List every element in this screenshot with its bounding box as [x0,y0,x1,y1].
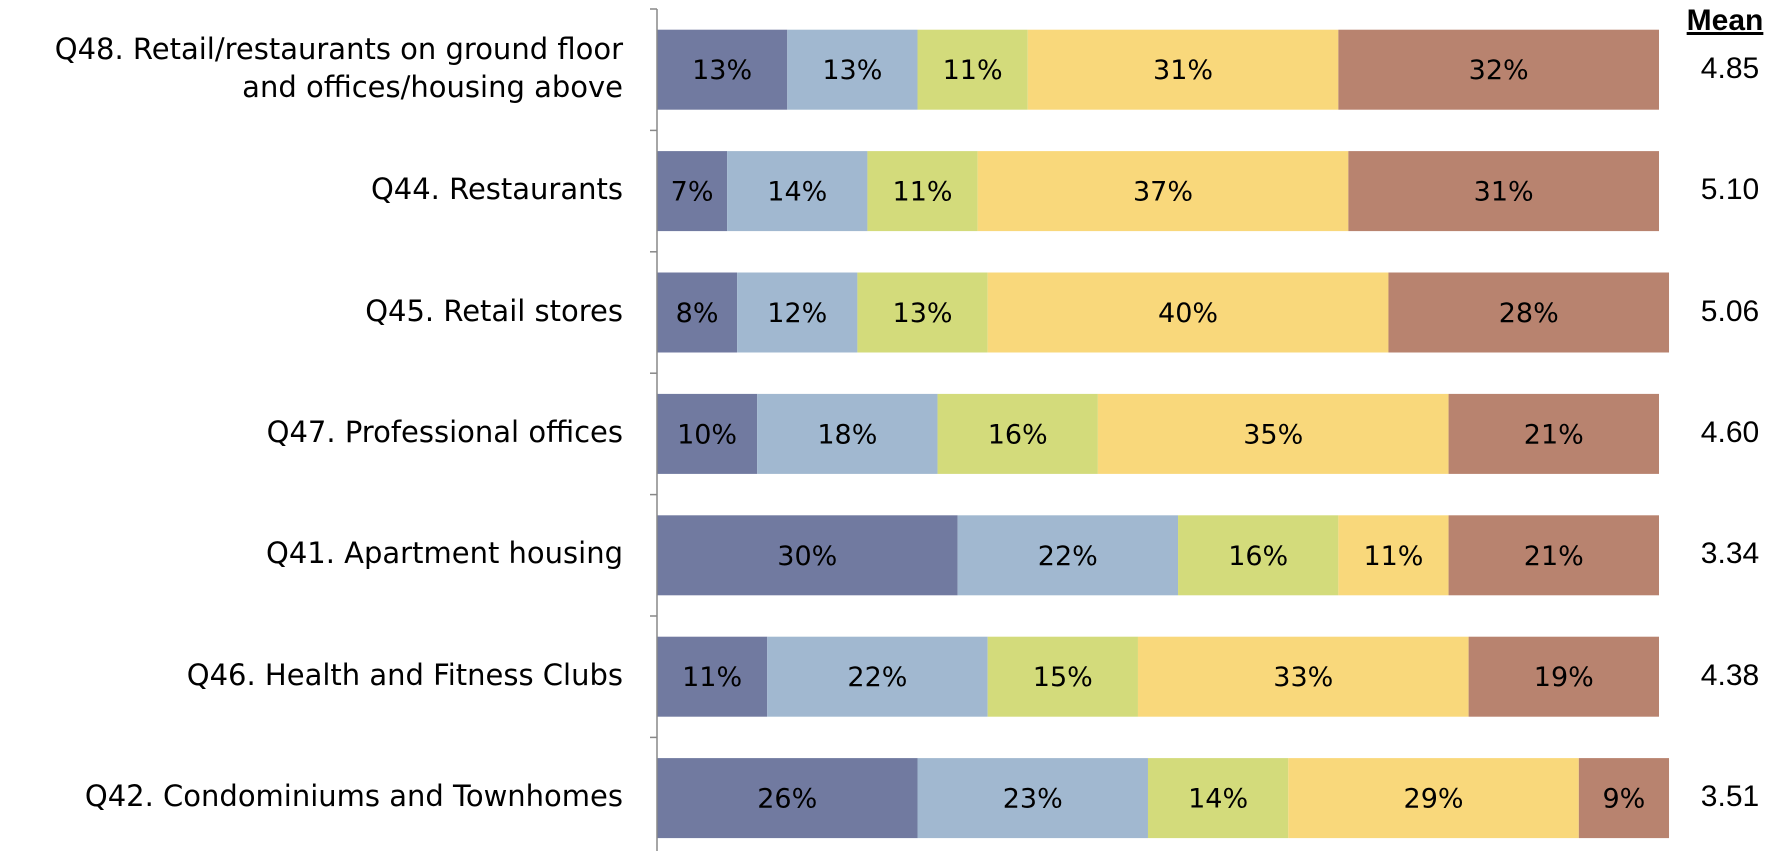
bar-segment [957,515,1179,596]
bar-segment [1178,515,1339,596]
data-label: 22% [847,662,907,693]
data-label: 26% [757,784,817,815]
bar-segment [917,29,1028,110]
data-label: 37% [1133,177,1193,208]
mean-title: Mean [1686,4,1764,37]
bar-segment [1388,272,1670,353]
bar-segment [1338,29,1659,110]
bar-segment [657,151,728,232]
bar-segment [1448,393,1659,474]
data-label: 13% [893,298,953,329]
data-label: 35% [1243,419,1303,450]
category-label: Q42. Condominiums and Townhomes [84,779,623,814]
data-label: 11% [893,177,953,208]
category-label: Q45. Retail stores [365,293,623,328]
bar-segment [1137,636,1469,717]
category-label: Q47. Professional offices [266,414,623,449]
data-label: 14% [767,177,827,208]
data-label: 40% [1158,298,1218,329]
data-label: 22% [1038,541,1098,572]
bar-segment [857,272,988,353]
data-label: 9% [1603,784,1646,815]
data-label: 14% [1188,784,1248,815]
bar-segment [657,636,768,717]
bar-segment [657,29,788,110]
bar-segment [787,29,918,110]
bar-segment [1147,758,1289,839]
mean-value: 5.10 [1700,173,1760,207]
data-label: 11% [1363,541,1423,572]
data-label: 32% [1469,55,1529,86]
data-label: 33% [1273,662,1333,693]
data-label: 21% [1524,541,1584,572]
data-label: 13% [822,55,882,86]
bar-segment [767,636,988,717]
data-label: 16% [1228,541,1288,572]
bar-segment [657,393,758,474]
bar-segment [1348,151,1659,232]
data-label: 21% [1524,419,1584,450]
bar-segment [1448,515,1659,596]
data-label: 31% [1474,177,1534,208]
data-label: 16% [988,419,1048,450]
category-label: Q46. Health and Fitness Clubs [186,657,623,692]
data-label: 11% [682,662,742,693]
data-label: 30% [777,541,837,572]
data-label: 11% [943,55,1003,86]
bar-segment [757,393,938,474]
mean-value: 5.06 [1700,294,1760,328]
mean-value: 4.60 [1700,415,1760,449]
mean-value: 4.85 [1700,51,1760,85]
mean-value: 4.38 [1700,658,1760,692]
bar-segment [657,272,738,353]
bar-segment [657,515,958,596]
data-label: 7% [671,177,714,208]
mean-value: 3.34 [1700,537,1760,571]
data-label: 12% [767,298,827,329]
bar-segment [737,272,858,353]
bar-segment [1578,758,1670,839]
data-label: 19% [1534,662,1594,693]
bar-segment [987,636,1138,717]
bar-segment [1097,393,1449,474]
bar-segment [1468,636,1659,717]
category-label: Q41. Apartment housing [266,536,623,571]
bar-segment [937,393,1098,474]
bar-segment [1338,515,1449,596]
bar-segment [657,758,918,839]
bar-segment [1027,29,1339,110]
mean-value: 3.51 [1700,780,1760,814]
data-label: 29% [1404,784,1464,815]
bar-segment [917,758,1148,839]
bar-segment [727,151,868,232]
data-label: 18% [817,419,877,450]
category-label: Q44. Restaurants [370,172,623,207]
bar-segment [1288,758,1579,839]
bar-segment [987,272,1389,353]
data-label: 13% [692,55,752,86]
data-label: 28% [1499,298,1559,329]
data-label: 10% [677,419,737,450]
data-label: 15% [1033,662,1093,693]
data-label: 8% [676,298,719,329]
data-label: 23% [1003,784,1063,815]
bar-segment [977,151,1349,232]
category-label: Q48. Retail/restaurants on ground floor … [54,31,623,104]
data-label: 31% [1153,55,1213,86]
bar-segment [867,151,978,232]
